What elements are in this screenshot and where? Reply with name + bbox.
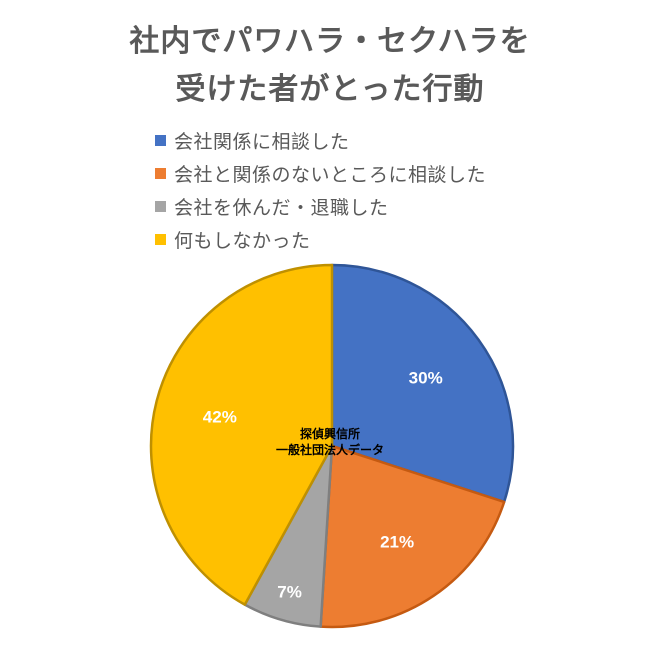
chart-legend: 会社関係に相談した 会社と関係のないところに相談した 会社を休んだ・退職した 何… bbox=[155, 124, 575, 256]
slice-data-label: 21% bbox=[380, 532, 414, 551]
legend-item: 会社と関係のないところに相談した bbox=[155, 157, 575, 190]
chart-title-line-1: 社内でパワハラ・セクハラを bbox=[129, 24, 531, 59]
legend-swatch bbox=[155, 135, 166, 146]
slice-data-label: 42% bbox=[203, 408, 237, 427]
chart-title: 社内でパワハラ・セクハラを 受けた者がとった行動 bbox=[0, 18, 660, 114]
slice-consulted-company bbox=[330, 263, 515, 504]
slice-did-nothing bbox=[149, 263, 334, 606]
legend-swatch bbox=[155, 201, 166, 212]
annotation-line-2: 一般社団法人データ bbox=[275, 443, 384, 457]
slice-consulted-outside bbox=[319, 444, 506, 629]
legend-item: 会社関係に相談した bbox=[155, 124, 575, 157]
chart-annotation: 探偵興信所 一般社団法人データ bbox=[250, 426, 410, 458]
slice-data-label: 7% bbox=[277, 583, 302, 602]
annotation-line-1: 探偵興信所 bbox=[299, 427, 360, 441]
legend-label: 会社関係に相談した bbox=[174, 131, 350, 153]
slice-data-label: 30% bbox=[409, 368, 443, 387]
legend-swatch bbox=[155, 168, 166, 179]
legend-label: 会社と関係のないところに相談した bbox=[174, 164, 487, 186]
legend-item: 何もしなかった bbox=[155, 223, 575, 256]
chart-title-line-2: 受けた者がとった行動 bbox=[175, 72, 485, 107]
legend-label: 何もしなかった bbox=[174, 230, 311, 252]
legend-item: 会社を休んだ・退職した bbox=[155, 190, 575, 223]
legend-label: 会社を休んだ・退職した bbox=[174, 197, 389, 219]
legend-swatch bbox=[155, 234, 166, 245]
